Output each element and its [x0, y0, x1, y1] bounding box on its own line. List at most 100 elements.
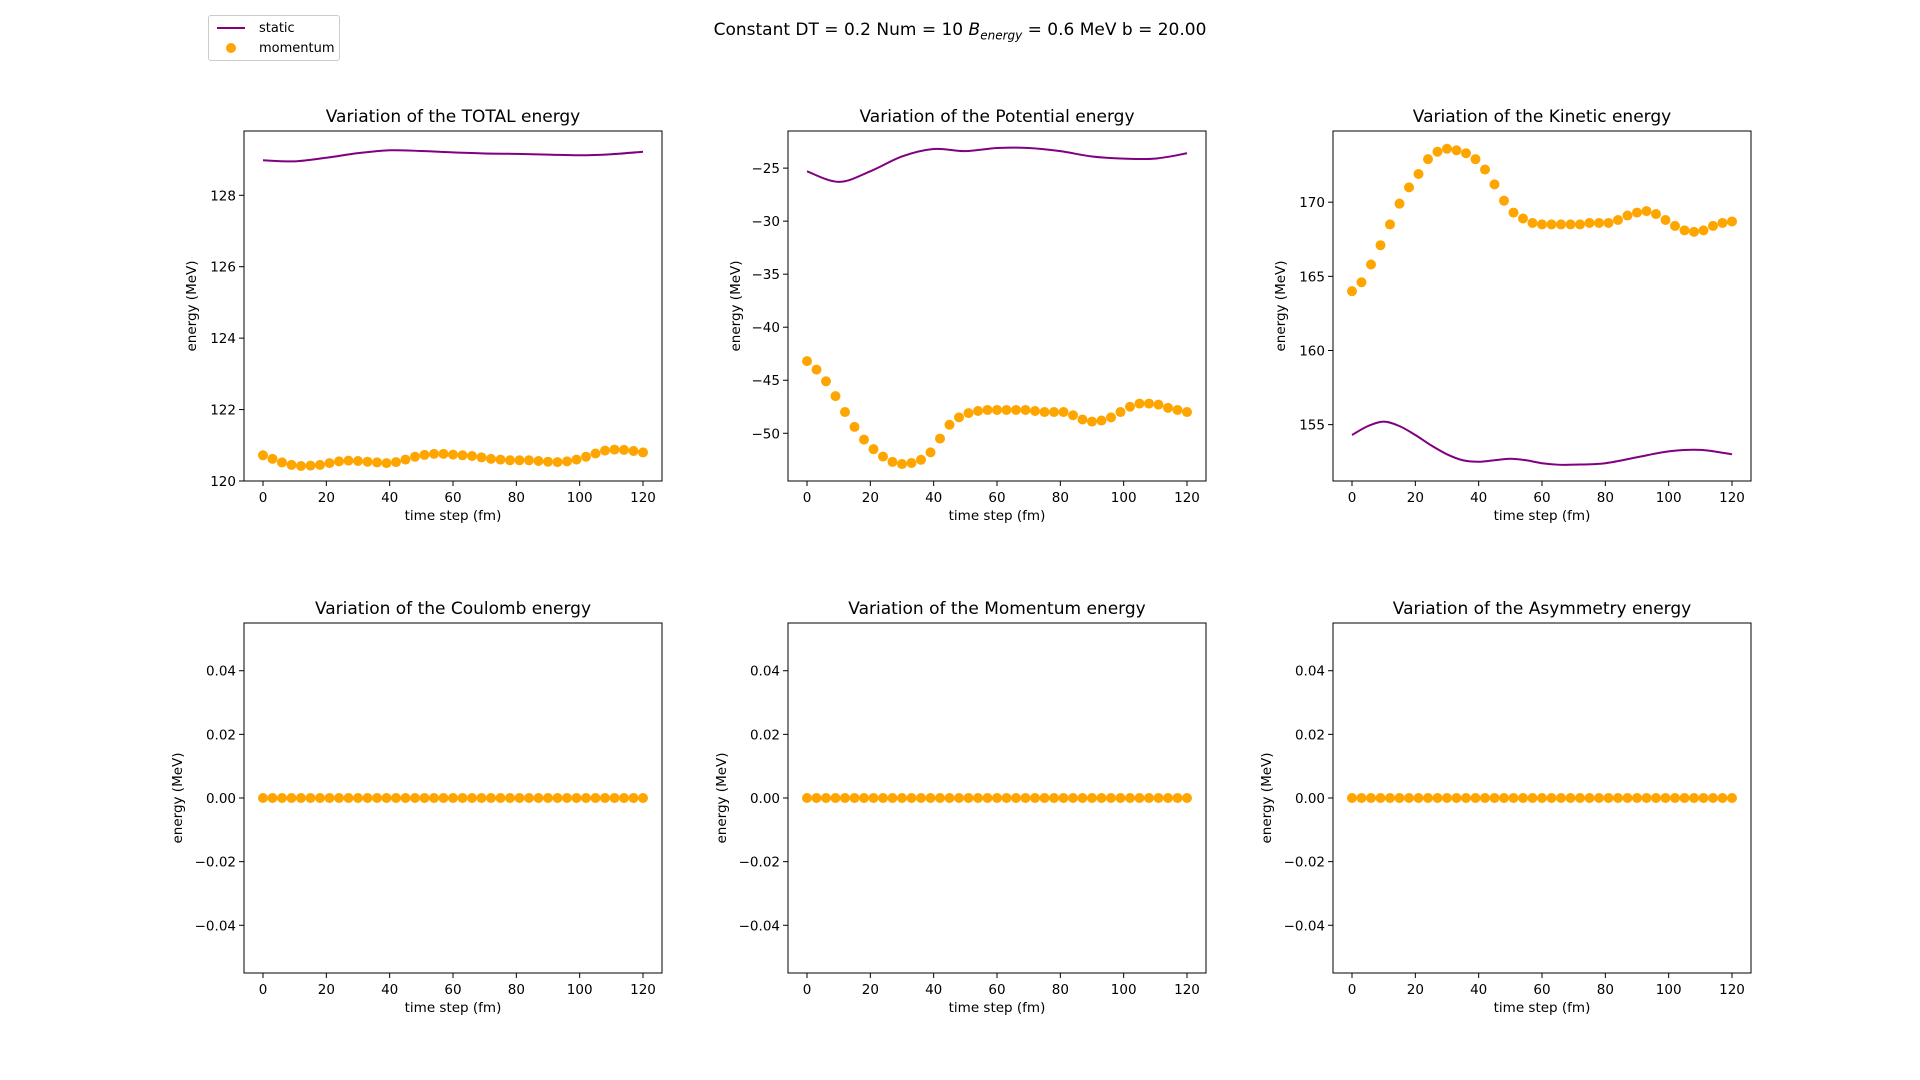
series-momentum-point — [1413, 793, 1424, 803]
suptitle-suffix: = 0.6 MeV b = 20.00 — [1022, 20, 1207, 40]
x-tick-label: 120 — [1174, 490, 1200, 506]
series-momentum-point — [429, 793, 439, 803]
series-momentum-point — [1461, 793, 1471, 803]
series-momentum-point — [878, 451, 888, 462]
series-momentum-point — [849, 793, 860, 803]
series-momentum-point — [1347, 286, 1357, 297]
series-momentum-point — [840, 407, 850, 418]
x-tick-label: 40 — [1470, 490, 1487, 506]
series-momentum-point — [1068, 793, 1078, 803]
subplot-4: Variation of the Coulomb energy 0 20 40 60 80… — [170, 599, 663, 1016]
series-momentum-point — [1451, 793, 1462, 803]
series-momentum-point — [1385, 793, 1395, 803]
y-tick-label: −0.02 — [739, 855, 780, 871]
x-tick-label: 40 — [1470, 982, 1487, 998]
series-momentum-point — [505, 793, 515, 803]
series-momentum-point — [324, 793, 335, 803]
series-momentum-point — [267, 793, 278, 803]
series-momentum-point — [543, 456, 553, 467]
series-momentum-point — [1049, 407, 1059, 418]
series-momentum-point — [1087, 793, 1097, 803]
y-tick-label: −50 — [752, 426, 781, 442]
series-momentum-point — [1153, 793, 1164, 803]
y-tick-label: 124 — [210, 331, 236, 347]
y-axis-label: energy (MeV) — [184, 260, 200, 351]
series-momentum-point — [590, 793, 601, 803]
series-momentum-point — [1030, 406, 1040, 416]
series-momentum-point — [1632, 793, 1642, 803]
x-tick-label: 40 — [925, 490, 942, 506]
series-momentum-point — [486, 793, 496, 803]
series-momentum-point — [1096, 415, 1107, 426]
series-momentum-point — [1670, 793, 1680, 803]
series-momentum-point — [916, 793, 926, 803]
series-momentum-point — [1020, 404, 1031, 415]
y-axis-label: energy (MeV) — [170, 752, 186, 843]
y-tick-label: 0.02 — [206, 727, 236, 743]
series-momentum-point — [1144, 398, 1154, 409]
series-momentum-point — [1727, 793, 1737, 803]
y-tick-label: −0.04 — [1284, 918, 1325, 934]
y-tick-label: 126 — [210, 260, 236, 276]
series-momentum-point — [1632, 207, 1642, 218]
subplot-6: Variation of the Asymmetry energy 0 20 40 60… — [1259, 599, 1752, 1016]
x-tick-label: 40 — [381, 982, 398, 998]
series-momentum-point — [400, 793, 411, 803]
x-tick-label: 80 — [508, 490, 525, 506]
series-momentum-point — [1020, 793, 1031, 803]
series-momentum-point — [973, 793, 983, 803]
series-momentum-point — [1698, 793, 1709, 803]
series-momentum-point — [1001, 793, 1012, 803]
series-momentum-point — [1489, 179, 1500, 190]
series-momentum-point — [1394, 793, 1405, 803]
x-tick-label: 60 — [1533, 490, 1550, 506]
series-momentum-point — [1058, 407, 1069, 418]
series-momentum-point — [1603, 217, 1614, 228]
series-momentum-point — [505, 455, 515, 466]
series-momentum-point — [305, 793, 316, 803]
series-momentum-point — [628, 446, 639, 456]
x-tick-label: 0 — [259, 490, 268, 506]
series-momentum-point — [1375, 240, 1386, 251]
series-momentum-point — [906, 793, 917, 803]
series-momentum-point — [1660, 214, 1671, 225]
series-momentum-point — [944, 419, 955, 430]
x-tick-label: 0 — [1348, 982, 1357, 998]
series-momentum-point — [1423, 793, 1433, 803]
series-momentum-point — [1106, 412, 1116, 423]
series-momentum-point — [286, 793, 297, 803]
series-momentum-point — [258, 450, 268, 461]
y-tick-label: 120 — [210, 474, 236, 490]
series-momentum-point — [362, 793, 373, 803]
series-static-line — [262, 149, 644, 163]
x-tick-label: 120 — [630, 490, 656, 506]
series-momentum-point — [1172, 404, 1183, 415]
series-momentum-point — [1144, 793, 1154, 803]
series-momentum-point — [1584, 793, 1595, 803]
series-momentum-point — [1679, 793, 1690, 803]
series-momentum-point — [1622, 210, 1633, 221]
series-momentum-point — [638, 793, 648, 803]
x-tick-label: 100 — [1111, 490, 1137, 506]
series-momentum-point — [1404, 182, 1414, 193]
series-momentum-point — [600, 793, 610, 803]
x-tick-label: 0 — [1348, 490, 1357, 506]
series-momentum-point — [1499, 793, 1509, 803]
series-momentum-point — [628, 793, 639, 803]
subplot-title: Variation of the Asymmetry energy — [1393, 599, 1691, 619]
series-momentum-point — [887, 793, 898, 803]
legend: static momentum — [208, 15, 340, 61]
series-momentum-point — [1470, 154, 1481, 165]
series-momentum-point — [821, 793, 831, 803]
series-momentum-point — [400, 454, 411, 465]
y-tick-label: 0.02 — [1295, 727, 1325, 743]
x-tick-label: 0 — [259, 982, 268, 998]
series-momentum-point — [609, 793, 620, 803]
series-momentum-point — [859, 793, 869, 803]
series-momentum-point — [1651, 793, 1661, 803]
series-momentum-point — [802, 793, 812, 803]
series-momentum-point — [372, 457, 382, 468]
legend-entry-static: static — [217, 19, 295, 37]
series-momentum-point — [391, 457, 401, 468]
series-momentum-point — [992, 404, 1002, 415]
